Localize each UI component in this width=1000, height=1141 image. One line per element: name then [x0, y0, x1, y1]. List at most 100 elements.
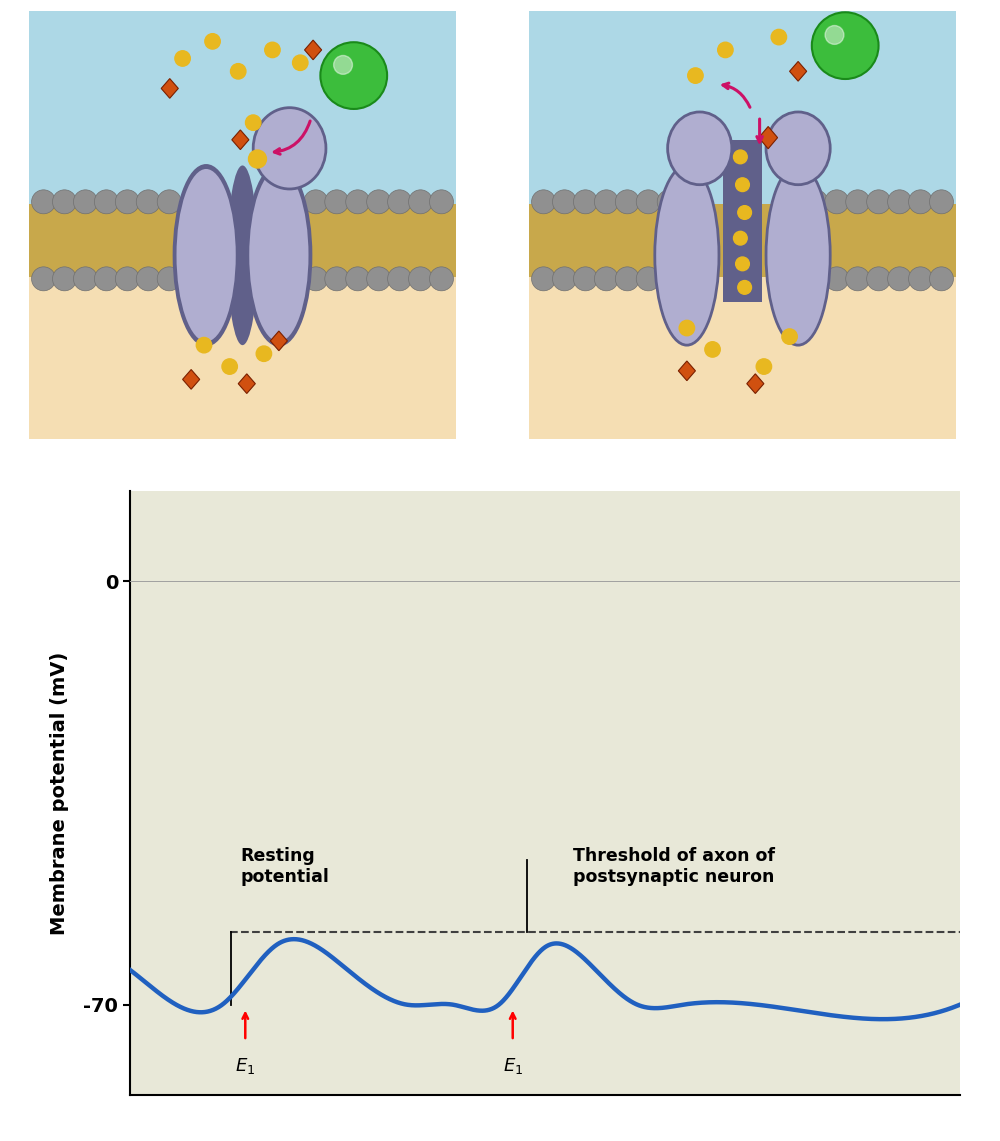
Circle shape — [888, 189, 912, 213]
Circle shape — [388, 267, 412, 291]
Circle shape — [573, 189, 597, 213]
Circle shape — [532, 189, 556, 213]
Circle shape — [73, 267, 97, 291]
Polygon shape — [305, 40, 322, 59]
Circle shape — [734, 151, 747, 164]
Circle shape — [782, 329, 797, 345]
Circle shape — [553, 267, 576, 291]
Polygon shape — [238, 374, 255, 394]
Circle shape — [846, 267, 870, 291]
Circle shape — [657, 189, 681, 213]
Circle shape — [409, 267, 432, 291]
Circle shape — [115, 189, 139, 213]
Circle shape — [367, 267, 391, 291]
Circle shape — [867, 189, 891, 213]
Circle shape — [615, 267, 639, 291]
Polygon shape — [678, 361, 695, 381]
Bar — [723, 140, 762, 302]
Circle shape — [688, 68, 703, 83]
Polygon shape — [232, 130, 249, 149]
Circle shape — [594, 267, 618, 291]
Circle shape — [325, 267, 349, 291]
Circle shape — [205, 33, 220, 49]
Circle shape — [705, 342, 720, 357]
Circle shape — [594, 189, 618, 213]
Circle shape — [636, 189, 660, 213]
Bar — [29, 276, 456, 439]
Circle shape — [231, 64, 246, 79]
Circle shape — [334, 56, 352, 74]
Circle shape — [32, 189, 56, 213]
Text: Threshold of axon of
postsynaptic neuron: Threshold of axon of postsynaptic neuron — [573, 848, 775, 887]
Circle shape — [429, 189, 453, 213]
Circle shape — [825, 189, 849, 213]
Bar — [29, 11, 456, 204]
Circle shape — [657, 267, 681, 291]
Ellipse shape — [766, 112, 830, 185]
Bar — [29, 204, 456, 241]
Circle shape — [734, 232, 747, 245]
Ellipse shape — [253, 107, 326, 189]
Circle shape — [320, 42, 387, 110]
Circle shape — [756, 358, 772, 374]
Circle shape — [53, 189, 76, 213]
Ellipse shape — [655, 165, 719, 345]
Bar — [29, 241, 456, 276]
Circle shape — [222, 358, 237, 374]
Circle shape — [718, 42, 733, 57]
Ellipse shape — [228, 165, 257, 345]
Circle shape — [615, 189, 639, 213]
Ellipse shape — [248, 168, 310, 343]
Circle shape — [825, 25, 844, 44]
Circle shape — [409, 189, 432, 213]
Circle shape — [738, 205, 751, 219]
Circle shape — [532, 267, 556, 291]
Bar — [529, 204, 956, 241]
Circle shape — [429, 267, 453, 291]
Circle shape — [553, 189, 576, 213]
Ellipse shape — [766, 165, 830, 345]
Circle shape — [929, 189, 953, 213]
Circle shape — [346, 189, 370, 213]
Circle shape — [53, 267, 76, 291]
Circle shape — [293, 55, 308, 71]
Circle shape — [325, 189, 349, 213]
Circle shape — [825, 267, 849, 291]
Text: Resting
potential: Resting potential — [241, 848, 330, 887]
Circle shape — [738, 281, 751, 294]
Bar — [529, 11, 956, 204]
Polygon shape — [747, 374, 764, 394]
Circle shape — [265, 42, 280, 57]
Text: $E_1$: $E_1$ — [503, 1057, 523, 1076]
Circle shape — [812, 13, 879, 79]
Ellipse shape — [174, 165, 238, 345]
Y-axis label: Membrane potential (mV): Membrane potential (mV) — [50, 652, 69, 934]
Circle shape — [304, 267, 328, 291]
Text: $E_1$: $E_1$ — [235, 1057, 255, 1076]
Circle shape — [73, 189, 97, 213]
Circle shape — [367, 189, 391, 213]
Circle shape — [245, 115, 261, 130]
Polygon shape — [790, 62, 807, 81]
Circle shape — [909, 189, 932, 213]
Polygon shape — [183, 370, 200, 389]
Circle shape — [846, 189, 870, 213]
Circle shape — [175, 50, 190, 66]
Circle shape — [867, 267, 891, 291]
Circle shape — [304, 189, 328, 213]
Circle shape — [157, 189, 181, 213]
Circle shape — [804, 267, 828, 291]
Circle shape — [804, 189, 828, 213]
Circle shape — [636, 267, 660, 291]
Circle shape — [736, 178, 749, 192]
Ellipse shape — [247, 165, 311, 345]
Circle shape — [115, 267, 139, 291]
Circle shape — [32, 267, 56, 291]
Circle shape — [136, 267, 160, 291]
Circle shape — [573, 267, 597, 291]
Polygon shape — [270, 331, 287, 350]
Circle shape — [94, 267, 118, 291]
Polygon shape — [161, 79, 178, 98]
Circle shape — [888, 267, 912, 291]
Bar — [529, 241, 956, 276]
